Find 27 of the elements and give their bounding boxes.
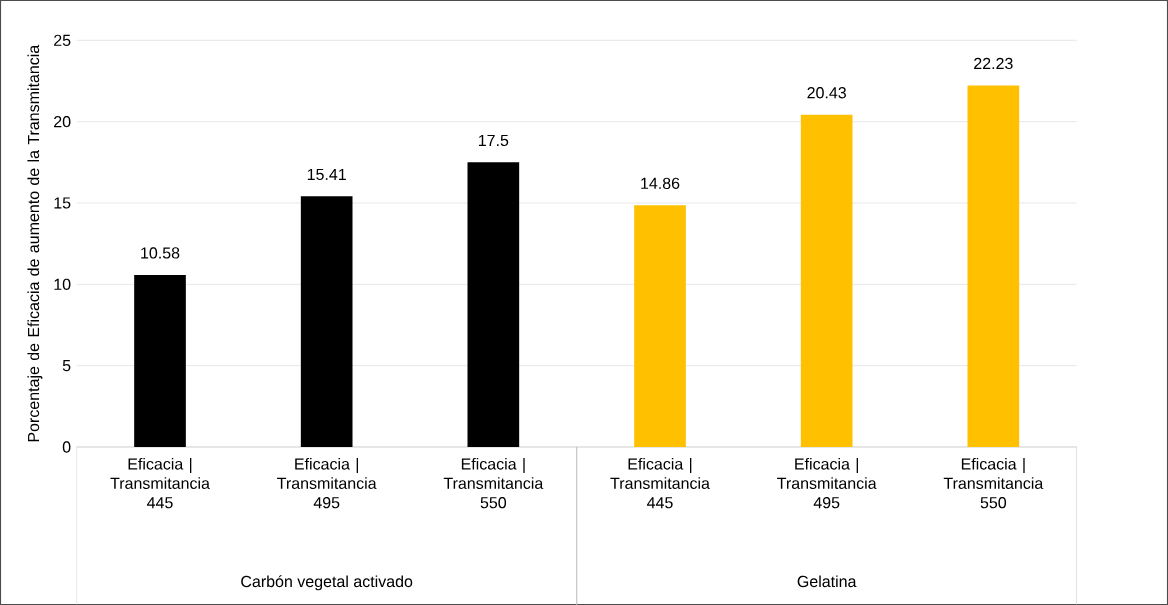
y-tick-label: 15 bbox=[54, 197, 71, 209]
bar bbox=[634, 205, 686, 447]
bar bbox=[800, 114, 853, 447]
text: Carbón vegetal activado bbox=[241, 575, 413, 591]
data-label: 22.23 bbox=[974, 57, 1013, 70]
data-label: 10.58 bbox=[141, 247, 180, 259]
y-tick-label: 0 bbox=[62, 441, 71, 453]
x-tick-label: Eficacia | Transmitancia 495 bbox=[777, 457, 877, 509]
bar bbox=[300, 196, 353, 447]
data-label: 15.41 bbox=[307, 168, 346, 181]
y-tick-label: 10 bbox=[54, 278, 71, 290]
x-tick-label: Eficacia | Transmitancia 445 bbox=[110, 457, 210, 509]
bar bbox=[467, 162, 520, 447]
y-tick-label: 5 bbox=[62, 360, 71, 372]
data-label: 17.5 bbox=[478, 134, 509, 147]
x-tick-label: Eficacia | Transmitancia 550 bbox=[443, 457, 544, 509]
bar bbox=[134, 274, 186, 447]
x-tick-label: Eficacia | Transmitancia 550 bbox=[943, 457, 1044, 509]
y-tick-label: 25 bbox=[54, 34, 71, 46]
y-tick-label: 20 bbox=[54, 116, 71, 128]
data-label: 20.43 bbox=[807, 87, 846, 99]
x-tick-label: Eficacia | Transmitancia 495 bbox=[277, 457, 377, 509]
bar bbox=[967, 85, 1020, 447]
x-tick-label: Eficacia | Transmitancia 445 bbox=[610, 457, 710, 509]
y-axis-title: Porcentaje de Eficacia de aumento de la Transmitancia bbox=[27, 44, 43, 442]
data-label: 14.86 bbox=[641, 177, 680, 189]
text: Gelatina bbox=[797, 575, 857, 588]
